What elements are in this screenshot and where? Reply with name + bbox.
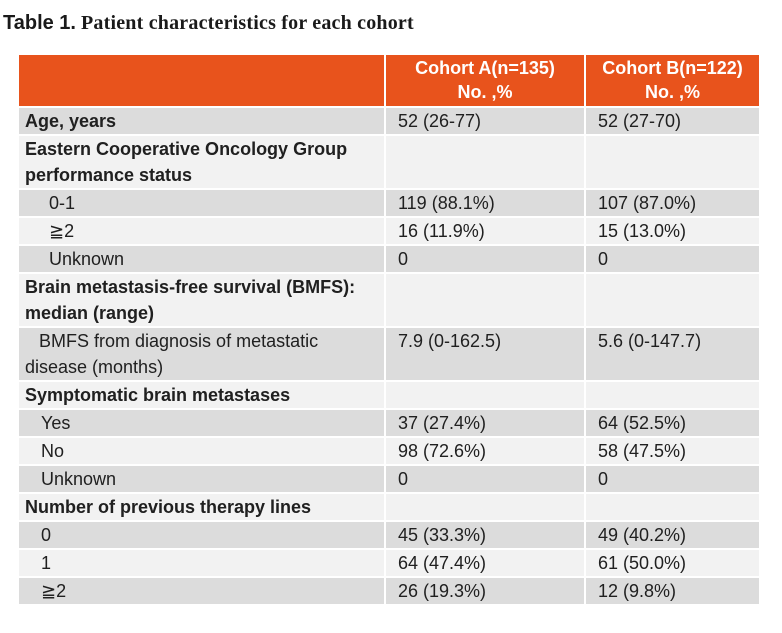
page-title: Table 1. Patient characteristics for each… [3,12,414,35]
row-label-cell: Unknown [17,244,386,274]
row-label-cell: ≧2 [17,576,386,606]
table-row-therapy-1: 1 64 (47.4%) 61 (50.0%) [17,548,761,578]
row-label-cell: 0 [17,520,386,550]
table-row-bmfs-diagnosis: BMFS from diagnosis of metastatic diseas… [17,326,761,382]
cohort-a-value-cell: 37 (27.4%) [384,408,586,438]
cohort-b-value-cell [584,272,761,328]
row-label-cell: Eastern Cooperative Oncology Group perfo… [17,134,386,190]
cohort-b-value-cell [584,134,761,190]
cohort-b-value-cell: 5.6 (0-147.7) [584,326,761,382]
row-label-cell: Unknown [17,464,386,494]
cohort-b-value-cell: 58 (47.5%) [584,436,761,466]
cohort-b-value-cell: 12 (9.8%) [584,576,761,606]
row-label-cell: Symptomatic brain metastases [17,380,386,410]
cohort-b-value-cell: 0 [584,464,761,494]
cohort-a-value-cell [384,272,586,328]
cohort-a-value-cell: 16 (11.9%) [384,216,586,246]
row-label-cell: Yes [17,408,386,438]
column-header-cohort-a: Cohort A(n=135) No. ,% [384,53,586,108]
cohort-b-value-cell: 49 (40.2%) [584,520,761,550]
table-number-label: Table 1. [3,12,76,34]
table-row-ecog-unknown: Unknown 0 0 [17,244,761,274]
column-header-cohort-b: Cohort B(n=122) No. ,% [584,53,761,108]
table-row-bmfs-group: Brain metastasis-free survival (BMFS): m… [17,272,761,328]
cohort-a-value-cell: 98 (72.6%) [384,436,586,466]
patient-characteristics-table: Cohort A(n=135) No. ,% Cohort B(n=122) N… [17,53,761,606]
row-label-cell: 0-1 [17,188,386,218]
table-row-symptomatic-unknown: Unknown 0 0 [17,464,761,494]
row-label-column-header [17,53,386,108]
cohort-b-value-cell [584,492,761,522]
cohort-b-value-cell: 61 (50.0%) [584,548,761,578]
cohort-a-value-cell: 119 (88.1%) [384,188,586,218]
table-row-ecog-0-1: 0-1 119 (88.1%) 107 (87.0%) [17,188,761,218]
table-row-symptomatic-no: No 98 (72.6%) 58 (47.5%) [17,436,761,466]
table-row-ecog-group: Eastern Cooperative Oncology Group perfo… [17,134,761,190]
cohort-a-name: Cohort A(n=135) [415,58,555,78]
cohort-a-unit: No. ,% [457,82,513,102]
cohort-a-value-cell: 45 (33.3%) [384,520,586,550]
cohort-b-value-cell: 52 (27-70) [584,106,761,136]
row-label-cell: 1 [17,548,386,578]
cohort-a-value-cell: 64 (47.4%) [384,548,586,578]
row-label-cell: ≧2 [17,216,386,246]
table-row-symptomatic-group: Symptomatic brain metastases [17,380,761,410]
row-label-cell: Age, years [17,106,386,136]
table-row-therapy-ge2: ≧2 26 (19.3%) 12 (9.8%) [17,576,761,606]
cohort-a-value-cell: 0 [384,464,586,494]
cohort-b-name: Cohort B(n=122) [602,58,743,78]
table-row-age: Age, years 52 (26-77) 52 (27-70) [17,106,761,136]
cohort-b-value-cell: 107 (87.0%) [584,188,761,218]
row-label-cell: No [17,436,386,466]
table-row-ecog-ge2: ≧2 16 (11.9%) 15 (13.0%) [17,216,761,246]
cohort-b-value-cell: 64 (52.5%) [584,408,761,438]
header-row: Cohort A(n=135) No. ,% Cohort B(n=122) N… [17,53,761,108]
cohort-a-value-cell [384,134,586,190]
cohort-a-value-cell: 26 (19.3%) [384,576,586,606]
cohort-a-value-cell [384,380,586,410]
table-row-symptomatic-yes: Yes 37 (27.4%) 64 (52.5%) [17,408,761,438]
cohort-a-value-cell: 52 (26-77) [384,106,586,136]
row-label-cell: Brain metastasis-free survival (BMFS): m… [17,272,386,328]
cohort-b-value-cell [584,380,761,410]
cohort-b-value-cell: 15 (13.0%) [584,216,761,246]
cohort-a-value-cell: 0 [384,244,586,274]
cohort-b-value-cell: 0 [584,244,761,274]
cohort-a-value-cell [384,492,586,522]
table-row-therapy-lines-group: Number of previous therapy lines [17,492,761,522]
row-label-cell: Number of previous therapy lines [17,492,386,522]
table-row-therapy-0: 0 45 (33.3%) 49 (40.2%) [17,520,761,550]
cohort-b-unit: No. ,% [644,82,700,102]
cohort-a-value-cell: 7.9 (0-162.5) [384,326,586,382]
table-title-text: Patient characteristics for each cohort [81,12,414,34]
row-label-cell: BMFS from diagnosis of metastatic diseas… [17,326,386,382]
